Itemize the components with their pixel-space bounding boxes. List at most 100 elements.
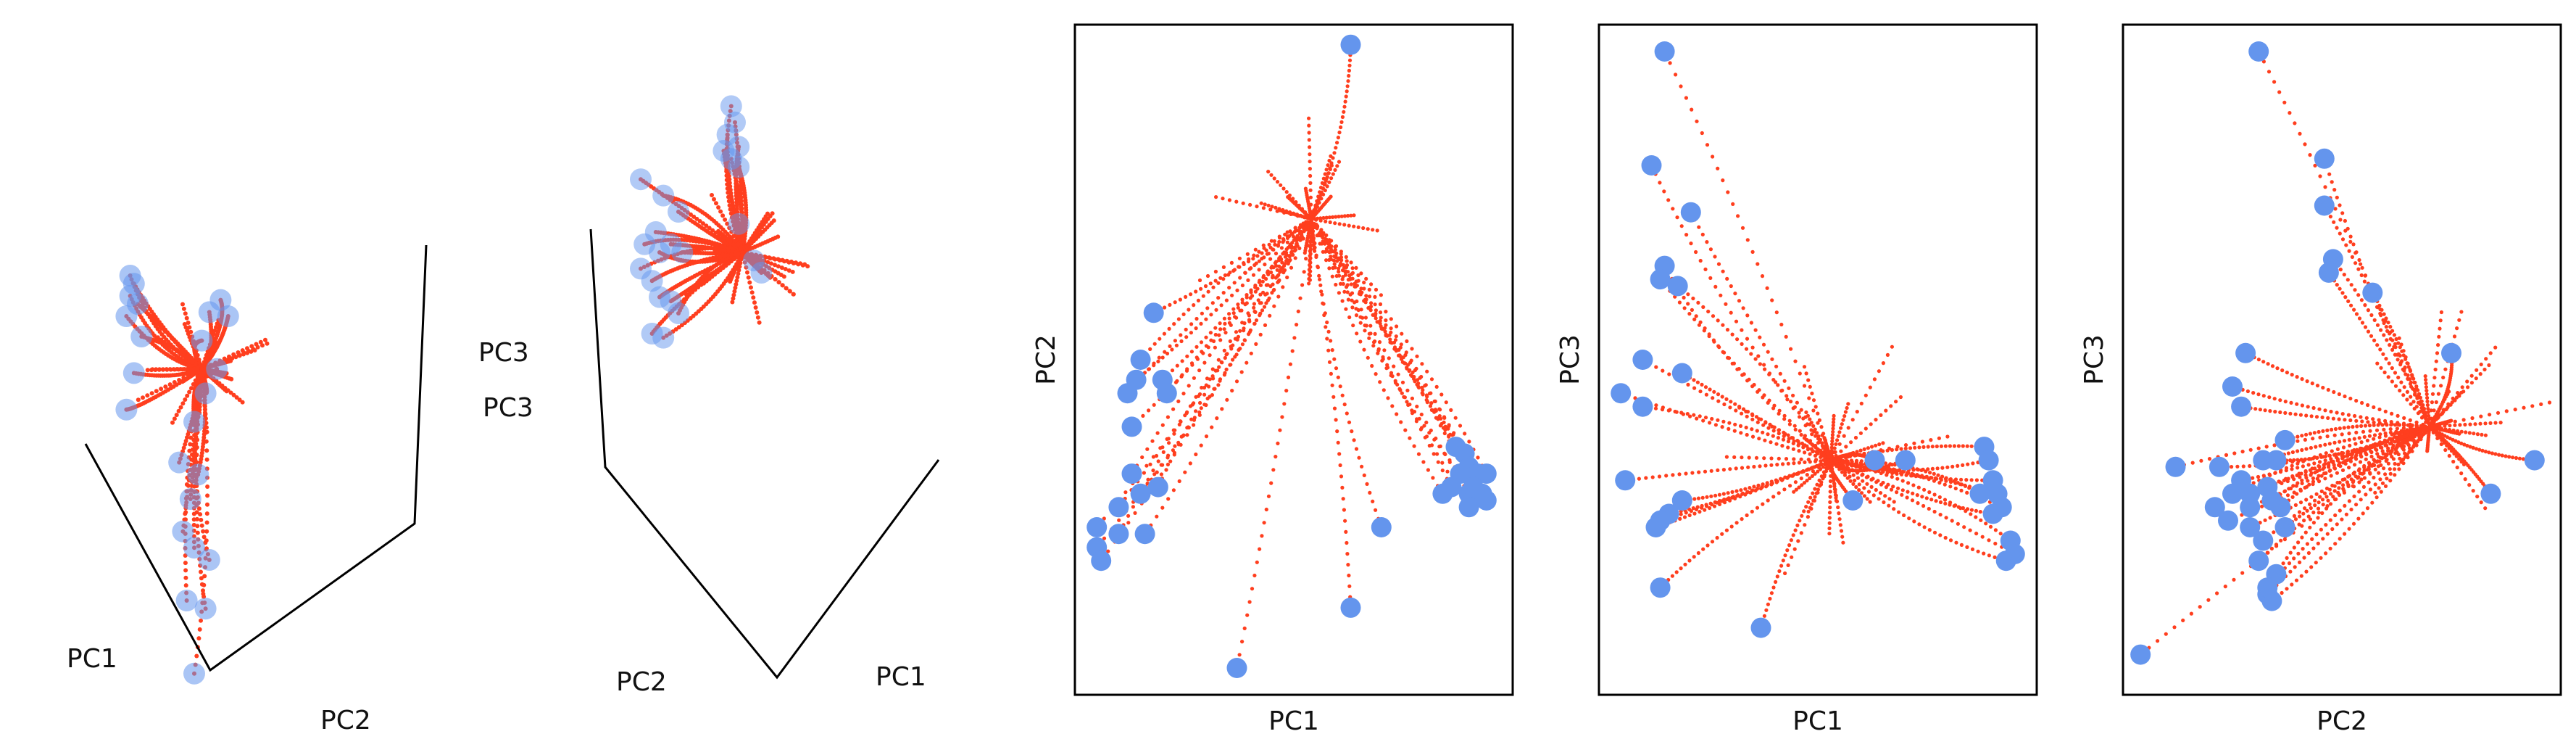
- trajectory-dot: [1701, 305, 1705, 309]
- trajectory-dot: [1197, 368, 1202, 373]
- trajectory-dot: [194, 453, 199, 458]
- cell-point: [668, 201, 689, 223]
- trajectory-dot: [183, 439, 188, 443]
- trajectory-dot: [1806, 447, 1810, 452]
- trajectory-dot: [796, 262, 801, 267]
- trajectory-dot: [1421, 460, 1426, 464]
- trajectory-dot: [1853, 478, 1857, 483]
- trajectory-dot: [673, 327, 678, 332]
- trajectory-dot: [1383, 329, 1387, 334]
- trajectory-dot: [1779, 478, 1784, 482]
- trajectory-dot: [172, 416, 177, 421]
- trajectory-dot: [1761, 342, 1766, 347]
- trajectory-dot: [1932, 509, 1937, 514]
- trajectory-dot: [753, 305, 758, 310]
- trajectory-dot: [1308, 273, 1313, 278]
- trajectory-dot: [1780, 388, 1784, 393]
- trajectory-dot: [260, 343, 265, 348]
- cell-point: [1476, 490, 1497, 511]
- trajectory-dot: [1224, 367, 1229, 371]
- trajectory-dot: [1476, 455, 1480, 460]
- trajectory-dot: [1186, 425, 1190, 429]
- trajectory-dot: [1199, 406, 1203, 410]
- trajectory-dot: [1938, 500, 1943, 505]
- trajectory-dot: [1761, 423, 1766, 427]
- trajectory-dot: [1426, 468, 1430, 472]
- trajectory-dot: [1730, 332, 1734, 337]
- cell-point: [115, 398, 138, 421]
- trajectory-dot: [1308, 152, 1312, 157]
- trajectory-dot: [1237, 265, 1241, 269]
- trajectory-dot: [1269, 173, 1274, 177]
- trajectory-dot: [1750, 509, 1754, 514]
- trajectory-dot: [202, 369, 207, 374]
- trajectory-dot: [1210, 393, 1214, 397]
- trajectory-dot: [1151, 469, 1155, 473]
- trajectory-dot: [1371, 228, 1375, 232]
- trajectory-dot: [1694, 249, 1698, 255]
- trajectory-dot: [1767, 372, 1771, 376]
- trajectory-dot: [1221, 277, 1226, 281]
- trajectory-dot: [1367, 287, 1371, 292]
- trajectory-dot: [791, 292, 796, 297]
- trajectory-dot: [1164, 468, 1168, 472]
- trajectory-dot: [1882, 465, 1886, 469]
- trajectory-dot: [1152, 403, 1156, 407]
- trajectory-dot: [1241, 201, 1245, 205]
- trajectory-dot: [1422, 424, 1426, 428]
- trajectory-dot: [1283, 232, 1287, 236]
- trajectory-dot: [1694, 507, 1699, 512]
- trajectory-dot: [1141, 413, 1145, 418]
- trajectory-dot: [1263, 263, 1267, 267]
- trajectory-dot: [1793, 528, 1798, 532]
- trajectory-dot: [1205, 273, 1210, 279]
- trajectory-dot: [1184, 294, 1188, 299]
- cell-point: [194, 598, 217, 620]
- trajectory-dot: [1173, 339, 1177, 343]
- trajectory-dot: [1255, 560, 1259, 564]
- trajectory-dot: [1948, 484, 1953, 489]
- trajectory-dot: [1158, 446, 1163, 450]
- trajectory-dot: [195, 374, 200, 379]
- trajectory-dot: [1150, 439, 1155, 443]
- trajectory-dot: [1250, 587, 1255, 591]
- trajectory-dot: [1727, 426, 1731, 432]
- trajectory-dot: [1363, 300, 1368, 305]
- trajectory-dot: [1324, 168, 1329, 172]
- trajectory-dot: [1264, 283, 1268, 287]
- trajectory-dot: [1225, 352, 1229, 356]
- trajectory-dot: [1974, 478, 1979, 482]
- trajectory-dot: [1246, 278, 1250, 282]
- trajectory-dot: [1394, 334, 1398, 339]
- trajectory-dot: [1266, 203, 1271, 207]
- trajectory-dot: [1325, 337, 1329, 341]
- trajectory-dot: [195, 437, 200, 442]
- trajectory-dot: [1429, 401, 1434, 405]
- trajectory-dot: [1890, 447, 1894, 453]
- trajectory-dot: [1269, 481, 1274, 485]
- trajectory-dot: [197, 627, 202, 632]
- trajectory-dot: [1234, 330, 1239, 334]
- trajectory-dot: [1329, 154, 1333, 158]
- trajectory-dot: [1362, 286, 1366, 291]
- trajectory-dot: [805, 264, 810, 269]
- trajectory-dot: [1354, 307, 1358, 311]
- trajectory-dot: [1260, 308, 1265, 313]
- trajectory-dot: [1968, 528, 1972, 532]
- trajectory-dot: [1384, 310, 1388, 314]
- trajectory-dot: [1782, 379, 1787, 383]
- trajectory-dot: [800, 263, 805, 268]
- trajectory-dot: [182, 322, 187, 326]
- trajectory-dot: [1698, 389, 1703, 394]
- trajectory-dot: [1912, 519, 1916, 524]
- trajectory-dot: [1336, 375, 1340, 379]
- trajectory-dot: [1229, 363, 1233, 367]
- trajectory-dot: [1682, 515, 1687, 519]
- trajectory-dot: [1916, 474, 1921, 478]
- trajectory-dot: [1787, 543, 1792, 548]
- trajectory-dot: [1400, 380, 1405, 384]
- trajectory-dot: [1356, 273, 1360, 278]
- cell-point: [130, 326, 153, 347]
- trajectory-dot: [1758, 362, 1762, 366]
- trajectory-dot: [174, 348, 179, 353]
